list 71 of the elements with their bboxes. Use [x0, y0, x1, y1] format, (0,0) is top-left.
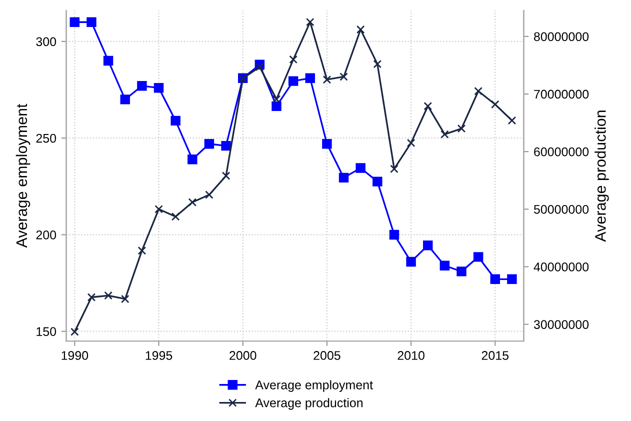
point — [390, 164, 398, 174]
point — [137, 81, 147, 91]
point — [507, 274, 517, 284]
y-tick-label: 200 — [36, 230, 56, 240]
y2-tick-label: 80000000 — [534, 32, 589, 42]
point — [288, 76, 298, 86]
x-tick-label: 2000 — [230, 351, 256, 360]
point — [272, 95, 281, 104]
point — [456, 266, 466, 276]
point — [70, 17, 80, 27]
point — [120, 294, 130, 304]
point — [372, 176, 382, 186]
point — [306, 18, 314, 26]
point — [188, 154, 198, 164]
legend-label: Average production — [255, 398, 362, 410]
point — [457, 124, 466, 133]
legend-label: Average employment — [255, 380, 373, 392]
point — [222, 172, 230, 180]
point — [440, 260, 450, 270]
point — [221, 140, 231, 151]
point — [205, 190, 214, 199]
point — [171, 212, 180, 221]
point — [87, 293, 96, 302]
point — [406, 256, 416, 267]
point — [204, 139, 214, 149]
point — [120, 94, 130, 104]
point — [103, 56, 114, 66]
y2-axis-title: Average production — [594, 110, 609, 242]
y2-tick-label: 60000000 — [534, 147, 589, 156]
point — [490, 274, 500, 284]
x-tick-label: 2010 — [398, 351, 424, 360]
point — [373, 60, 382, 68]
y-tick-label: 250 — [36, 134, 56, 143]
point — [338, 172, 349, 183]
point — [440, 130, 449, 138]
point — [340, 72, 348, 81]
point — [322, 139, 332, 149]
y2-tick-label: 50000000 — [534, 204, 589, 214]
point — [474, 86, 482, 96]
point — [406, 138, 416, 148]
point — [289, 55, 298, 64]
point — [322, 75, 332, 84]
point — [473, 252, 484, 262]
point — [104, 291, 112, 300]
point — [188, 198, 197, 206]
point — [389, 230, 400, 240]
x-tick-label: 2015 — [482, 351, 509, 360]
x-tick-label: 1995 — [146, 351, 172, 360]
y2-tick-label: 70000000 — [534, 90, 589, 99]
y-axis-title: Average employment — [16, 104, 30, 248]
point — [272, 101, 282, 112]
point — [508, 116, 516, 125]
point — [305, 73, 315, 84]
x-tick-label: 2005 — [314, 351, 340, 360]
point — [138, 246, 146, 255]
y2-tick-label: 30000000 — [534, 320, 589, 329]
point — [70, 328, 79, 336]
y-tick-label: 150 — [36, 327, 56, 336]
point — [154, 204, 163, 214]
point — [356, 25, 365, 34]
y2-tick-label: 40000000 — [534, 262, 589, 272]
point — [86, 17, 96, 27]
y-tick-label: 300 — [36, 37, 56, 46]
point — [170, 116, 180, 126]
point — [356, 163, 366, 173]
point — [256, 62, 264, 72]
point — [423, 240, 433, 250]
x-tick-label: 1990 — [62, 351, 88, 360]
point — [154, 82, 164, 93]
point — [424, 102, 432, 110]
point — [490, 100, 500, 109]
